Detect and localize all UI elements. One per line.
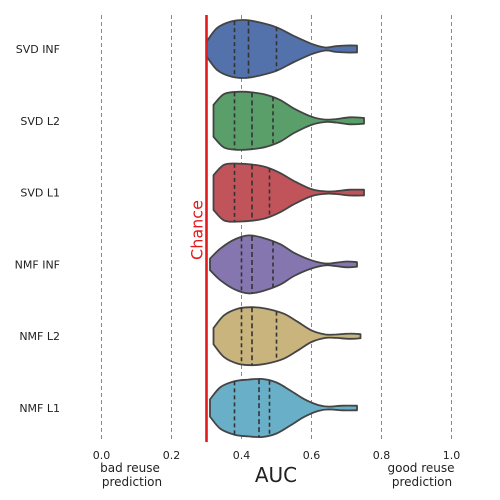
chance-label: Chance: [188, 200, 207, 260]
violin-body-nmf-l1: [209, 377, 358, 439]
violin-nmf-l1: [209, 377, 358, 439]
violin-svd-l1: [212, 162, 365, 223]
grid-lines: [101, 15, 452, 442]
annotation-bad-reuse-line2: prediction: [102, 475, 162, 489]
violins: [205, 19, 365, 439]
x-axis-label: AUC: [255, 463, 297, 487]
chance-line-group: Chance: [188, 15, 208, 442]
violin-body-svd-inf: [205, 19, 358, 79]
x-tick-label-1.0: 1.0: [443, 449, 461, 462]
y-tick-label-svd-l1: SVD L1: [20, 187, 60, 200]
y-tick-label-svd-l2: SVD L2: [20, 115, 60, 128]
annotation-good-reuse-line2: prediction: [392, 475, 452, 489]
y-tick-label-svd-inf: SVD INF: [16, 43, 60, 56]
violin-body-svd-l1: [212, 162, 365, 223]
x-tick-labels: 0.0 0.2 0.4 0.6 0.8 1.0: [93, 449, 461, 462]
x-tick-label-0.0: 0.0: [93, 449, 111, 462]
violin-nmf-l2: [212, 306, 362, 367]
x-tick-label-0.8: 0.8: [373, 449, 391, 462]
violin-svd-l2: [212, 90, 365, 151]
y-tick-label-nmf-inf: NMF INF: [15, 258, 60, 271]
y-tick-label-nmf-l1: NMF L1: [19, 402, 60, 415]
y-tick-labels: SVD INF SVD L2 SVD L1 NMF INF NMF L2 NMF L1: [15, 43, 60, 415]
violin-body-nmf-l2: [212, 306, 362, 367]
violin-body-nmf-inf: [209, 234, 358, 295]
violin-svd-inf: [205, 19, 358, 79]
y-tick-label-nmf-l2: NMF L2: [19, 330, 60, 343]
x-tick-label-0.2: 0.2: [163, 449, 181, 462]
x-tick-label-0.6: 0.6: [303, 449, 321, 462]
annotation-good-reuse-line1: good reuse: [387, 461, 454, 475]
violin-nmf-inf: [209, 234, 358, 295]
annotation-bad-reuse-line1: bad reuse: [100, 461, 160, 475]
x-tick-label-0.4: 0.4: [233, 449, 251, 462]
violin-body-svd-l2: [212, 90, 365, 151]
